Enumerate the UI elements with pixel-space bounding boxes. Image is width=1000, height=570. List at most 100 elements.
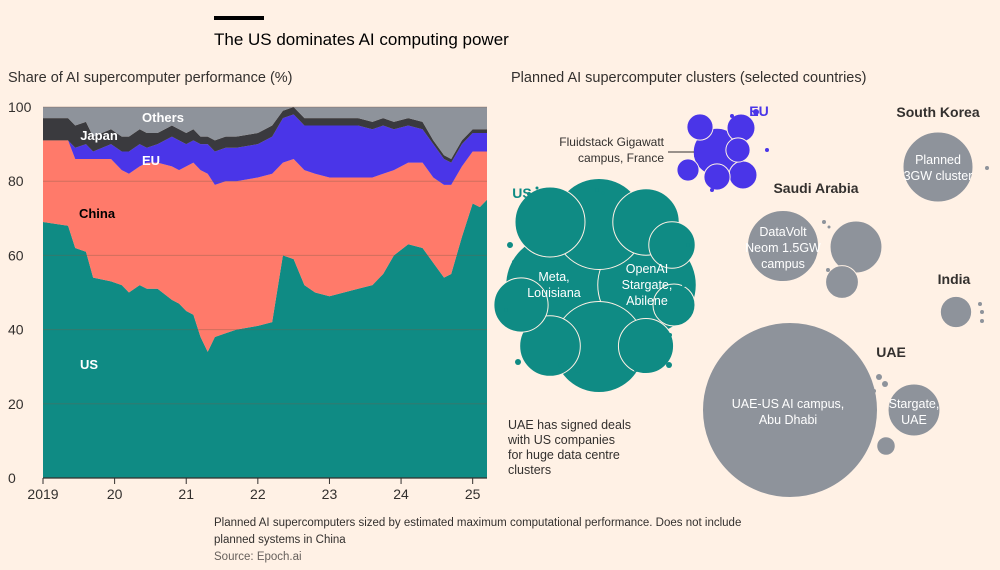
bubble-us-10 xyxy=(648,221,696,269)
small-bubble-dot-25 xyxy=(978,302,982,306)
series-label-japan: Japan xyxy=(80,128,118,143)
bubble-eu-5 xyxy=(703,163,731,191)
right-chart-subtitle: Planned AI supercomputer clusters (selec… xyxy=(511,70,867,86)
x-tick-label-24: 24 xyxy=(393,486,409,502)
small-bubble-dot-6 xyxy=(512,260,516,264)
label-datavolt-neom-line-1: DataVolt xyxy=(759,225,807,239)
small-bubble-dot-2 xyxy=(535,186,539,190)
x-tick-label-22: 22 xyxy=(250,486,266,502)
bubble-south-korea-1 xyxy=(902,131,974,203)
label-datavolt-neom-line-3: campus xyxy=(761,257,805,271)
label-datavolt-neom-line-2: Neom 1.5GW xyxy=(745,241,821,255)
small-bubble-dot-23 xyxy=(827,225,831,229)
footnote-line-2: planned systems in China xyxy=(214,534,346,546)
left-chart-subtitle: Share of AI supercomputer performance (%… xyxy=(8,70,293,86)
series-label-us: US xyxy=(80,357,98,372)
bubble-us-8 xyxy=(617,317,675,375)
small-bubble-dot-24 xyxy=(826,268,830,272)
label-meta-louisiana-line-1: Meta, xyxy=(538,270,569,284)
annotation-uae-deals-line-2: with US companies xyxy=(507,433,615,447)
small-bubble-dot-10 xyxy=(575,367,581,373)
label-planned-3gw-line-1: Planned xyxy=(915,153,961,167)
small-bubble-dot-4 xyxy=(601,191,605,195)
chart-title: The US dominates AI computing power xyxy=(214,30,509,49)
small-bubble-dot-20 xyxy=(765,148,769,152)
small-bubble-dot-14 xyxy=(668,333,672,337)
small-bubble-dot-18 xyxy=(753,109,759,115)
group-label-eu: EU xyxy=(749,103,768,119)
bubble-india-1 xyxy=(939,295,973,329)
small-bubble-dot-15 xyxy=(634,368,638,372)
bubble-uae-2 xyxy=(887,383,941,437)
small-bubble-dot-9 xyxy=(558,362,564,368)
small-bubble-dot-3 xyxy=(595,188,599,192)
small-bubble-dot-8 xyxy=(515,359,521,365)
small-bubble-dot-13 xyxy=(686,243,690,247)
bubble-uae-3 xyxy=(876,436,896,456)
series-label-others: Others xyxy=(142,110,184,125)
bubble-eu-7 xyxy=(676,158,700,182)
y-tick-label-60: 60 xyxy=(8,247,24,263)
bubble-saudi-arabia-1 xyxy=(746,209,820,283)
bubble-us-9 xyxy=(493,277,549,333)
annotation-uae-deals-line-3: for huge data centre xyxy=(508,448,620,462)
label-meta-louisiana-line-2: Louisiana xyxy=(527,286,581,300)
small-bubble-dot-5 xyxy=(507,242,513,248)
source-note: Source: Epoch.ai xyxy=(214,551,302,563)
bubble-saudi-arabia-3 xyxy=(825,265,859,299)
label-stargate-uae-line-1: Stargate, xyxy=(889,397,940,411)
y-tick-label-0: 0 xyxy=(8,470,16,486)
area-china xyxy=(43,140,487,352)
area-us xyxy=(43,199,487,478)
small-bubble-dot-17 xyxy=(694,154,698,158)
small-bubble-dot-28 xyxy=(985,166,989,170)
label-openai-stargate-line-3: Abilene xyxy=(626,294,668,308)
series-label-china: China xyxy=(79,206,116,221)
x-tick-label-23: 23 xyxy=(322,486,338,502)
small-bubble-dot-7 xyxy=(506,320,512,326)
label-openai-stargate-line-2: Stargate, xyxy=(622,278,673,292)
series-label-eu: EU xyxy=(142,153,160,168)
small-bubble-dot-22 xyxy=(822,220,826,224)
area-others xyxy=(43,107,487,159)
small-bubble-dot-12 xyxy=(682,283,686,287)
annotation-uae-deals-line-4: clusters xyxy=(508,463,551,477)
label-openai-stargate-line-1: OpenAI xyxy=(626,262,668,276)
label-uae-us-campus-line-1: UAE-US AI campus, xyxy=(732,397,845,411)
label-fluidstack-line-1: Fluidstack Gigawatt xyxy=(559,135,664,149)
title-rule xyxy=(214,16,264,20)
label-planned-3gw-line-2: 3GW cluster xyxy=(904,169,973,183)
footnote-line-1: Planned AI supercomputers sized by estim… xyxy=(214,517,742,529)
y-tick-label-40: 40 xyxy=(8,322,24,338)
group-label-uae: UAE xyxy=(876,344,906,360)
bubble-eu-4 xyxy=(686,113,714,141)
x-tick-label-21: 21 xyxy=(178,486,194,502)
x-tick-label-25: 25 xyxy=(465,486,481,502)
label-uae-us-campus-line-2: Abu Dhabi xyxy=(759,413,817,427)
small-bubble-dot-11 xyxy=(666,362,672,368)
bubble-eu-6 xyxy=(725,137,751,163)
area-eu xyxy=(43,114,487,185)
x-tick-label-2019: 2019 xyxy=(27,486,58,502)
label-stargate-uae-line-2: UAE xyxy=(901,413,927,427)
small-bubble-dot-31 xyxy=(872,389,876,393)
bubble-uae-1 xyxy=(702,322,878,498)
small-bubble-dot-30 xyxy=(882,381,888,387)
bubble-us-11 xyxy=(652,283,696,327)
bubble-eu-3 xyxy=(728,160,758,190)
small-bubble-dot-16 xyxy=(504,308,508,312)
small-bubble-dot-21 xyxy=(710,188,714,192)
group-label-us: US xyxy=(512,185,531,201)
group-label-south-korea: South Korea xyxy=(896,104,979,120)
area-japan xyxy=(43,107,487,163)
small-bubble-dot-27 xyxy=(980,319,984,323)
group-label-saudi-arabia: Saudi Arabia xyxy=(773,180,858,196)
x-tick-label-20: 20 xyxy=(107,486,123,502)
small-bubble-dot-29 xyxy=(876,374,882,380)
y-tick-label-100: 100 xyxy=(8,99,32,115)
y-tick-label-80: 80 xyxy=(8,173,24,189)
small-bubble-dot-26 xyxy=(980,310,984,314)
label-fluidstack-line-2: campus, France xyxy=(578,151,664,165)
y-tick-label-20: 20 xyxy=(8,396,24,412)
